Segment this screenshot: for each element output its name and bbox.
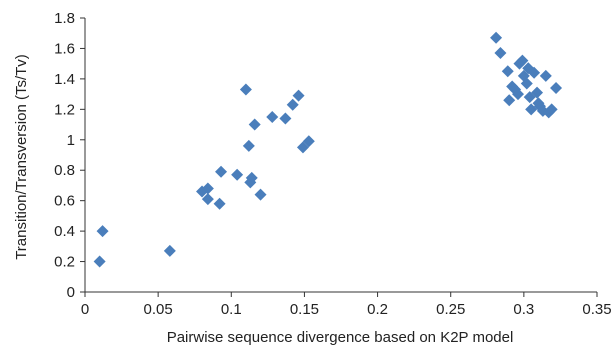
x-tick-label: 0.15	[290, 301, 319, 318]
data-point	[286, 98, 299, 111]
data-point	[239, 83, 252, 96]
data-point	[531, 86, 544, 99]
x-tick-label: 0.35	[582, 301, 611, 318]
y-tick-label: 0.4	[54, 223, 75, 240]
x-tick-label: 0.3	[513, 301, 534, 318]
data-points	[93, 31, 563, 268]
data-point	[302, 135, 315, 148]
data-point	[490, 31, 503, 44]
data-point	[528, 66, 541, 79]
data-point	[93, 255, 106, 268]
data-point	[245, 171, 258, 184]
data-point	[266, 110, 279, 123]
data-point	[550, 82, 563, 95]
data-point	[520, 77, 533, 90]
data-point	[248, 118, 261, 131]
x-tick-label: 0.05	[144, 301, 173, 318]
y-tick-label: 0	[67, 284, 75, 301]
y-tick-label: 1.4	[54, 71, 75, 88]
data-point	[292, 89, 305, 102]
x-tick-label: 0.25	[436, 301, 465, 318]
data-point	[501, 65, 514, 78]
ticks: 0 0.2 0.4 0.6 0.8 1 1.2 1.4 1.6 1.8 0 0.05 0.1 0.15 0.…	[54, 10, 611, 318]
data-point	[96, 225, 109, 238]
data-point	[215, 165, 228, 178]
x-axis-title: Pairwise sequence divergence based on K2…	[167, 329, 514, 346]
x-tick-label: 0	[81, 301, 89, 318]
data-point	[163, 244, 176, 257]
y-tick-label: 0.6	[54, 193, 75, 210]
data-point	[254, 188, 267, 201]
y-tick-label: 0.8	[54, 162, 75, 179]
data-point	[201, 193, 214, 206]
axes	[84, 18, 597, 293]
data-point	[279, 112, 292, 125]
data-point	[494, 47, 507, 60]
data-point	[539, 69, 552, 82]
data-point	[231, 168, 244, 181]
data-point	[545, 103, 558, 116]
y-axis-title: Transition/Transversion (Ts/Tv)	[13, 54, 30, 260]
x-tick-label: 0.1	[221, 301, 242, 318]
y-tick-label: 1	[67, 132, 75, 149]
x-tick-label: 0.2	[367, 301, 388, 318]
data-point	[213, 197, 226, 210]
y-tick-label: 1.6	[54, 40, 75, 57]
data-point	[201, 182, 214, 195]
data-point	[512, 88, 525, 101]
data-point	[242, 139, 255, 152]
y-tick-label: 0.2	[54, 254, 75, 271]
data-point	[516, 54, 529, 67]
y-tick-label: 1.8	[54, 10, 75, 27]
y-tick-label: 1.2	[54, 101, 75, 118]
data-point	[503, 94, 516, 107]
